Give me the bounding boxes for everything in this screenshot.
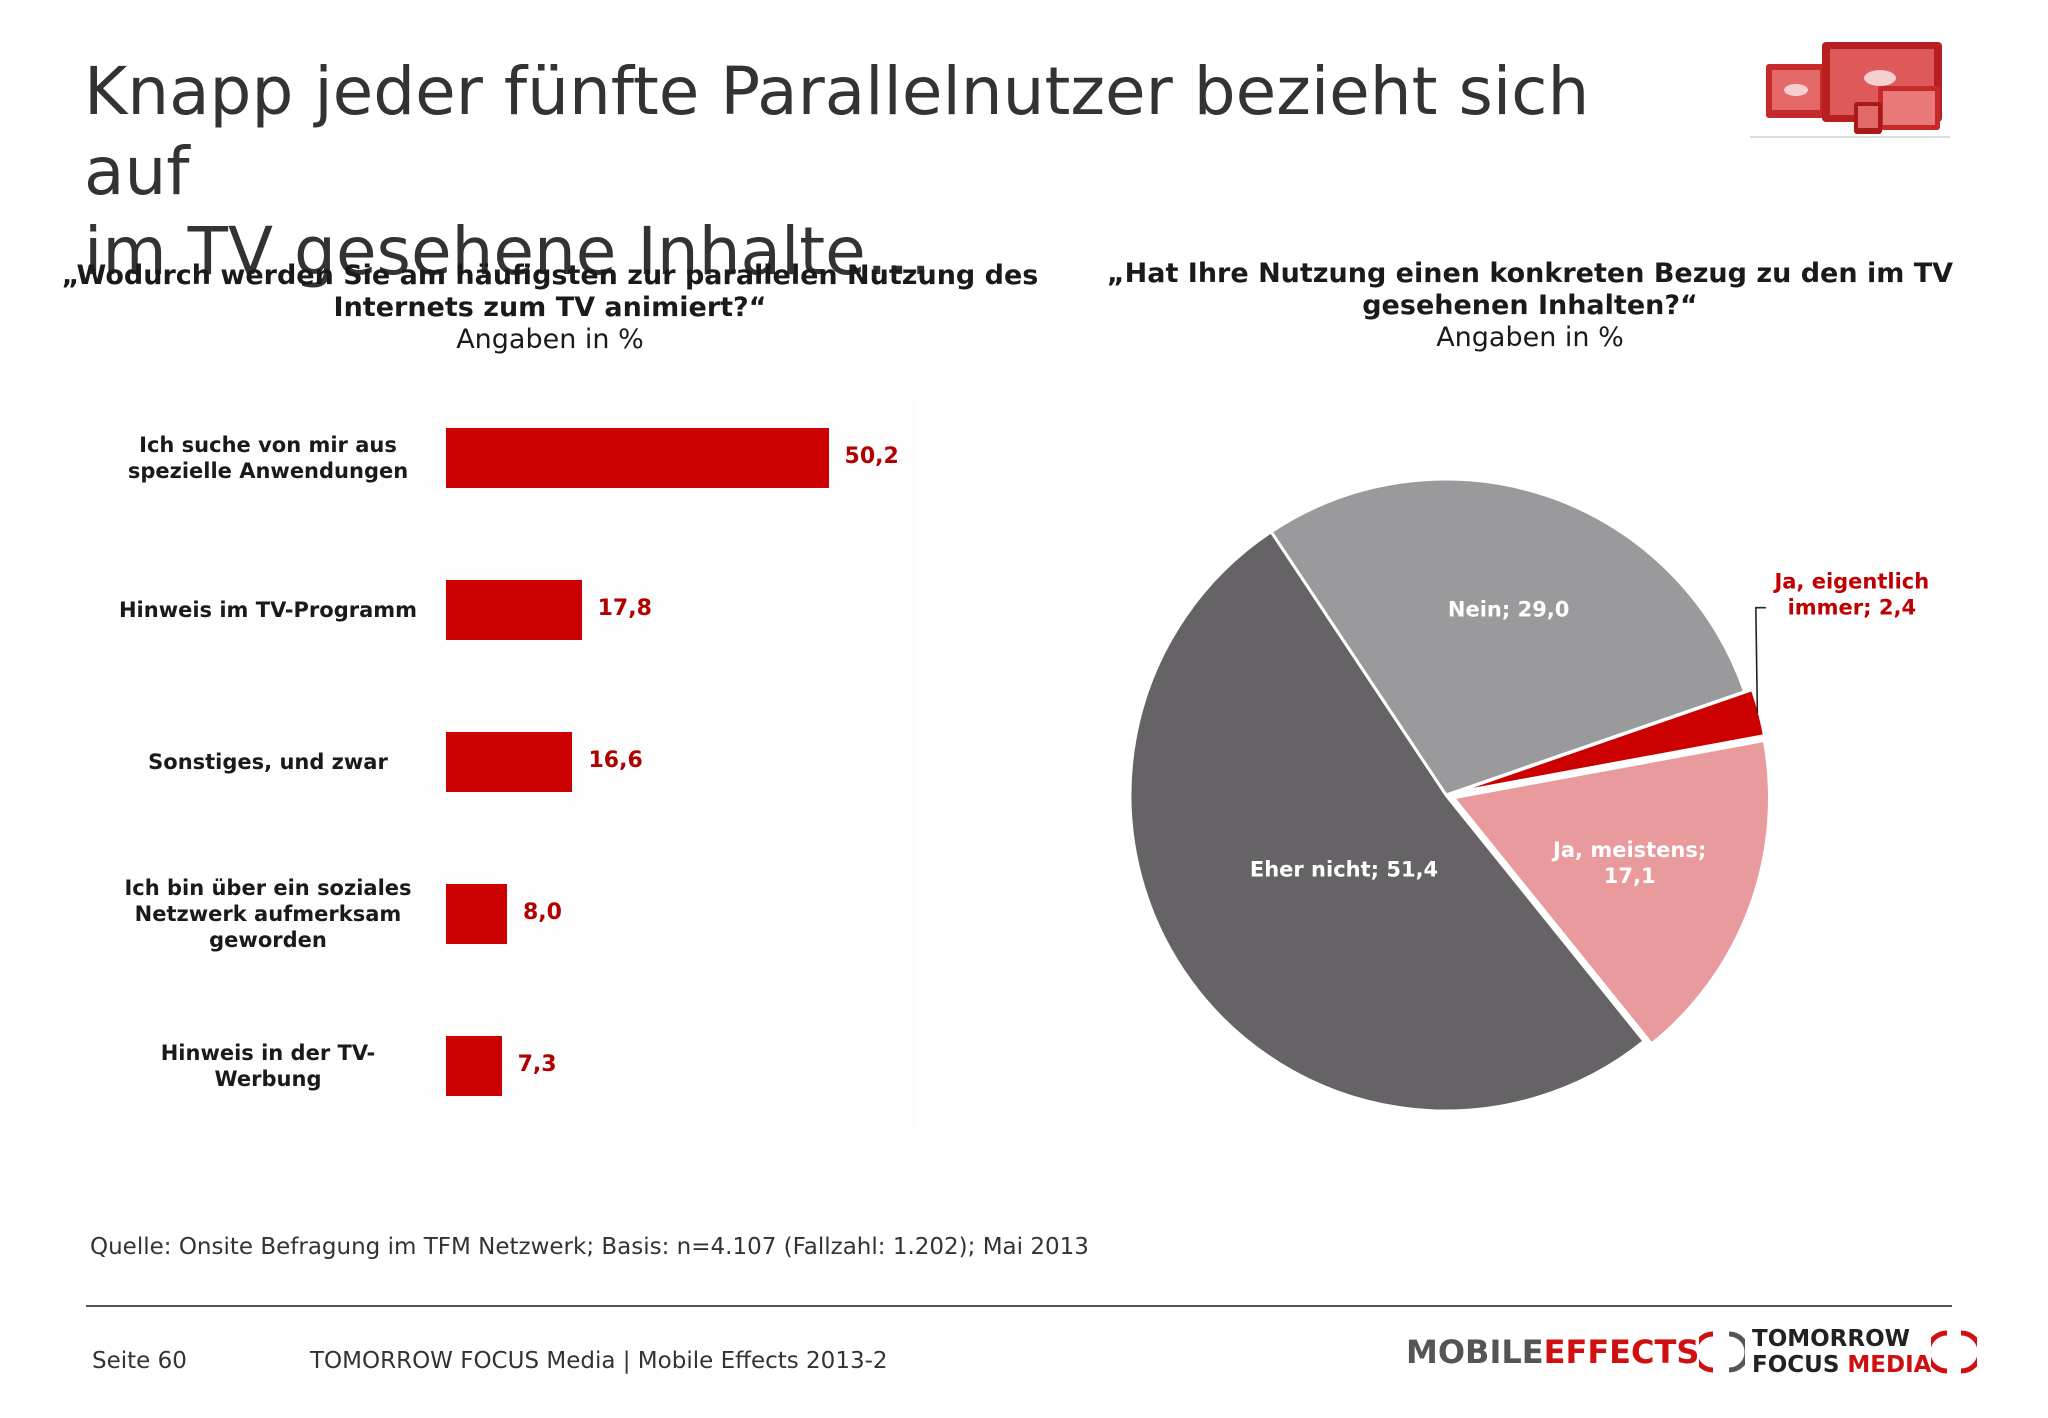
footer-divider [86, 1305, 1952, 1307]
pie-slice-label: Eher nicht; 51,4 [1250, 858, 1438, 882]
bar-value-label: 8,0 [522, 900, 562, 925]
bar-value-label: 17,8 [597, 596, 652, 621]
bar-category-label: Ich bin über ein soziales Netzwerk aufmer… [108, 874, 428, 954]
left-chart-header: „Wodurch werden Sie am häufigsten zur pa… [60, 260, 1040, 356]
pie-label-line: Nein; 29,0 [1448, 597, 1570, 621]
bar-category-text: Ich bin über ein soziales Netzwerk aufmer… [124, 875, 411, 953]
right-chart-question-line-2: gesehenen Inhalten?“ [1362, 290, 1698, 321]
bar-category-line: Hinweis in der TV-Werbung [160, 1041, 376, 1091]
bar-category-label: Hinweis in der TV-Werbung [108, 1026, 428, 1106]
bar [446, 580, 582, 640]
left-chart-question: „Wodurch werden Sie am häufigsten zur pa… [60, 260, 1040, 324]
bar-category-line: Ich bin über ein soziales [124, 876, 412, 900]
pie-slice [1453, 687, 1767, 795]
bar-category-line: Ich suche von mir aus [139, 433, 397, 457]
mobile-effects-bracket-icon [1699, 1331, 1746, 1373]
left-chart-question-line-1: „Wodurch werden Sie am häufigsten zur pa… [61, 260, 1039, 291]
bar-chart: Ich suche von mir aus spezielle Anwendung… [108, 418, 899, 1106]
source-note: Quelle: Onsite Befragung im TFM Netzwerk… [90, 1234, 1089, 1260]
brand-tomorrow-text: TOMORROW [1752, 1326, 1911, 1352]
bar-category-label: Sonstiges, und zwar [108, 722, 428, 802]
bar-category-text: Hinweis im TV-Programm [119, 597, 417, 623]
page-title-line-1: Knapp jeder fünfte Parallelnutzer bezieh… [84, 53, 1590, 210]
right-chart-question-line-1: „Hat Ihre Nutzung einen konkreten Bezug … [1106, 258, 1954, 289]
pie-slice-label: Nein; 29,0 [1448, 597, 1570, 621]
bar-category-line: spezielle Anwendungen [127, 459, 409, 483]
tfm-bracket-icon [1931, 1330, 1978, 1374]
bar [446, 884, 507, 944]
pie-label-line: 17,1 [1604, 864, 1656, 888]
right-chart-header: „Hat Ihre Nutzung einen konkreten Bezug … [1060, 258, 2000, 354]
brand-effects-text: EFFECTS [1543, 1333, 1700, 1371]
pie-slice-label: Ja, meistens;17,1 [1551, 838, 1706, 888]
bar-category-line: Hinweis im TV-Programm [118, 598, 418, 622]
pie-slice [1128, 529, 1647, 1113]
devices-logo-icon [1750, 42, 1950, 138]
pie-label-line: Ja, eigentlich [1772, 570, 1929, 594]
bar-category-label: Hinweis im TV-Programm [108, 570, 428, 650]
bar-category-text: Hinweis in der TV-Werbung [108, 1040, 428, 1092]
bar-category-line: Netzwerk aufmerksam [134, 902, 402, 926]
page-number: Seite 60 [92, 1348, 187, 1374]
bar [446, 732, 573, 792]
left-chart-question-line-2: Internets zum TV animiert?“ [333, 292, 767, 323]
pie-label-line: Eher nicht; 51,4 [1250, 858, 1438, 882]
bar-category-text: Sonstiges, und zwar [148, 749, 388, 775]
tomorrow-focus-media-logo: TOMORROW FOCUS MEDIA [1752, 1326, 1978, 1378]
pie-leader-line [1755, 606, 1766, 713]
bar-category-line: geworden [209, 928, 327, 952]
bar-category-line: Sonstiges, und zwar [148, 750, 388, 774]
footer-text: TOMORROW FOCUS Media | Mobile Effects 20… [310, 1348, 888, 1374]
page-title-line-2: im TV gesehene Inhalte… [84, 213, 932, 290]
brand-media-text: MEDIA [1847, 1352, 1932, 1378]
bar-value-label: 7,3 [517, 1052, 557, 1077]
left-chart-subtitle: Angaben in % [456, 324, 644, 355]
right-chart-subtitle: Angaben in % [1436, 322, 1624, 353]
bar-plot-area [256, 400, 916, 1130]
bar-value-label: 50,2 [844, 444, 899, 469]
pie-slice [1269, 477, 1747, 797]
pie-label-line: immer; 2,4 [1788, 596, 1916, 620]
bar [446, 428, 829, 488]
right-chart-question: „Hat Ihre Nutzung einen konkreten Bezug … [1060, 258, 2000, 322]
pie-slice [1450, 738, 1771, 1047]
pie-label-line: Ja, meistens; [1551, 838, 1706, 862]
brand-mobile-text: MOBILE [1406, 1333, 1544, 1371]
mobile-effects-logo: MOBILE EFFECTS [1406, 1330, 1746, 1374]
page-title: Knapp jeder fünfte Parallelnutzer bezieh… [84, 52, 1684, 292]
bar-value-label: 16,6 [588, 748, 643, 773]
bar-category-label: Ich suche von mir aus spezielle Anwendung… [108, 418, 428, 498]
bar-category-text: Ich suche von mir aus spezielle Anwendung… [128, 432, 408, 484]
bar [446, 1036, 502, 1096]
brand-focus-text: FOCUS [1752, 1352, 1840, 1378]
